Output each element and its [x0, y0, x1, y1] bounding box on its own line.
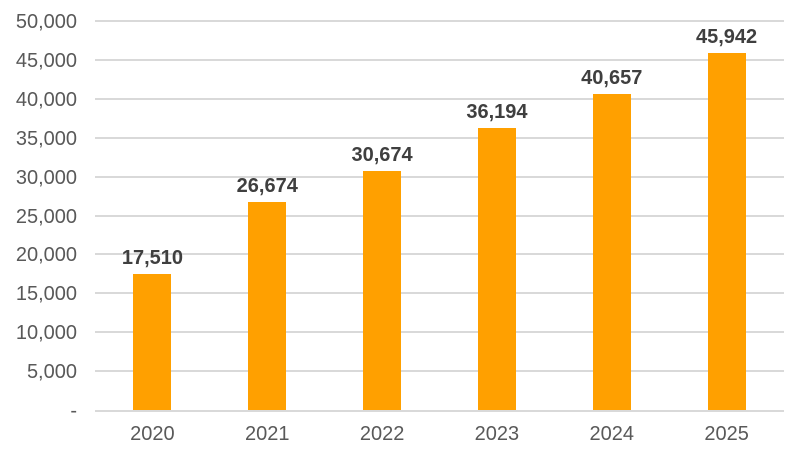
bar-value-label: 45,942 — [695, 25, 758, 48]
gridline — [95, 175, 784, 178]
bar-value-label: 17,510 — [121, 246, 183, 269]
y-axis-tick-label: 10,000 — [15, 322, 77, 345]
gridline — [95, 20, 784, 22]
y-axis-tick-label: 25,000 — [15, 205, 77, 228]
bar-2022 — [363, 171, 402, 410]
gridline — [95, 292, 784, 295]
y-axis-tick-label: 50,000 — [15, 11, 77, 33]
y-axis: - 5,000 10,000 15,000 20,000 25,000 30,000 35,0… — [0, 0, 77, 458]
x-axis-category-label: 2021 — [245, 423, 290, 445]
gridline — [95, 136, 784, 139]
bar-2023 — [477, 128, 516, 410]
y-axis-tick-label: 30,000 — [15, 166, 77, 189]
gridline — [95, 253, 784, 256]
plot-area: 17,510 26,674 30,674 36,194 40,657 45,942 — [95, 20, 784, 412]
bar-value-label: 40,657 — [581, 66, 643, 89]
gridline — [95, 97, 784, 100]
bar-2020 — [133, 273, 172, 410]
y-axis-tick-label: 40,000 — [15, 88, 77, 111]
y-axis-tick-label: 15,000 — [15, 283, 77, 306]
bar-2025 — [707, 52, 746, 410]
gridline — [95, 370, 784, 373]
gridline — [95, 58, 784, 61]
x-axis-category-label: 2025 — [704, 423, 749, 445]
x-axis-category-label: 2020 — [130, 423, 175, 445]
y-axis-tick-label: 20,000 — [15, 244, 77, 267]
bar-2024 — [592, 93, 631, 410]
bar-value-label: 36,194 — [466, 101, 528, 124]
bar-2021 — [248, 202, 287, 410]
x-axis-category-label: 2023 — [474, 423, 520, 445]
x-axis-category-label: 2022 — [359, 423, 405, 445]
x-axis-category-label: 2024 — [589, 423, 635, 445]
y-axis-tick-label: 45,000 — [15, 49, 77, 72]
gridline — [95, 331, 784, 334]
y-axis-tick-label: - — [70, 400, 77, 422]
y-axis-tick-label: 35,000 — [15, 127, 77, 150]
gridline — [95, 214, 784, 217]
bar-value-label: 30,674 — [351, 144, 413, 167]
bar-value-label: 26,674 — [236, 175, 298, 198]
y-axis-tick-label: 5,000 — [26, 361, 77, 384]
